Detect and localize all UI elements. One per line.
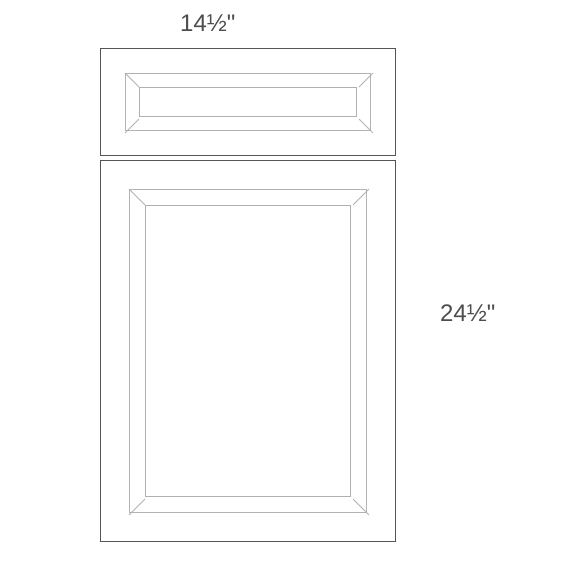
height-dimension-label: 24½": [440, 300, 495, 328]
drawer-bevel-inner: [139, 87, 357, 117]
drawer-front-outline: [100, 48, 396, 156]
door-front-outline: [100, 160, 396, 542]
width-dimension-label: 14½": [180, 10, 235, 38]
door-bevel-inner: [145, 205, 351, 497]
diagram-canvas: 14½" 24½": [0, 0, 567, 567]
